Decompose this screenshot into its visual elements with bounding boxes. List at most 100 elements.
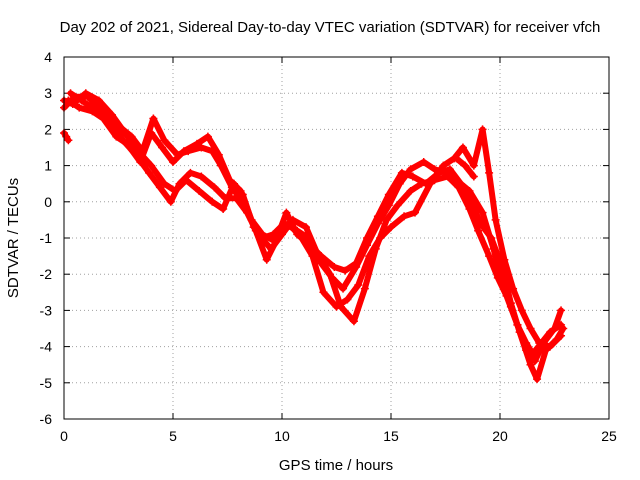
data-point-marker bbox=[517, 306, 526, 315]
y-tick-label: 0 bbox=[44, 194, 52, 210]
data-point-marker bbox=[559, 324, 568, 333]
y-tick-label: -5 bbox=[40, 375, 53, 391]
y-tick-label: -1 bbox=[40, 230, 53, 246]
data-point-marker bbox=[419, 157, 428, 166]
data-point-marker bbox=[557, 331, 566, 340]
data-point-marker bbox=[197, 172, 206, 181]
data-point-marker bbox=[557, 306, 566, 315]
data-point-marker bbox=[491, 215, 500, 224]
data-point-marker bbox=[169, 157, 177, 166]
data-point-marker bbox=[330, 262, 339, 271]
data-point-marker bbox=[387, 223, 395, 232]
x-tick-label: 10 bbox=[274, 428, 290, 444]
data-point-marker bbox=[127, 132, 136, 141]
data-point-marker bbox=[208, 147, 217, 156]
data-point-marker bbox=[526, 360, 535, 369]
data-point-marker bbox=[485, 252, 494, 261]
data-point-marker bbox=[64, 96, 73, 105]
data-point-marker bbox=[216, 161, 225, 170]
data-point-marker bbox=[500, 255, 509, 264]
data-point-marker bbox=[166, 197, 175, 206]
data-point-marker bbox=[478, 208, 487, 217]
y-tick-label: -3 bbox=[40, 302, 53, 318]
series-fragment-b bbox=[452, 154, 478, 181]
data-point-marker bbox=[439, 161, 448, 170]
data-series bbox=[60, 89, 568, 384]
data-point-marker bbox=[227, 183, 236, 192]
data-point-marker bbox=[533, 375, 542, 384]
data-point-marker bbox=[443, 172, 452, 181]
y-axis-title: SDTVAR / TECUs bbox=[5, 178, 22, 298]
data-point-marker bbox=[186, 168, 195, 177]
data-point-marker bbox=[75, 103, 84, 112]
x-tick-label: 0 bbox=[60, 428, 68, 444]
data-point-marker bbox=[452, 154, 461, 163]
data-point-marker bbox=[219, 205, 228, 214]
x-tick-label: 15 bbox=[383, 428, 399, 444]
data-point-marker bbox=[343, 295, 352, 304]
data-point-marker bbox=[319, 288, 328, 297]
data-point-marker bbox=[173, 150, 182, 159]
data-point-marker bbox=[397, 168, 406, 177]
data-point-marker bbox=[341, 266, 350, 275]
data-point-marker bbox=[546, 342, 555, 351]
data-point-marker bbox=[317, 252, 326, 261]
data-point-marker bbox=[352, 259, 361, 268]
y-tick-label: -2 bbox=[40, 266, 53, 282]
data-point-marker bbox=[94, 96, 103, 105]
data-point-marker bbox=[147, 161, 156, 170]
data-point-marker bbox=[365, 252, 374, 261]
data-point-marker bbox=[493, 273, 502, 282]
data-point-marker bbox=[197, 143, 206, 152]
plot-frame bbox=[63, 56, 610, 420]
x-tick-label: 5 bbox=[169, 428, 177, 444]
data-point-marker bbox=[445, 165, 454, 174]
data-point-marker bbox=[406, 186, 415, 195]
x-axis-tick-labels: 0 5 10 15 20 25 bbox=[60, 428, 617, 444]
data-point-marker bbox=[145, 168, 154, 177]
data-point-marker bbox=[408, 172, 417, 181]
x-tick-label: 25 bbox=[601, 428, 617, 444]
data-point-marker bbox=[349, 317, 358, 326]
data-point-marker bbox=[301, 223, 310, 232]
data-point-marker bbox=[478, 125, 487, 134]
data-point-marker bbox=[308, 252, 317, 261]
data-point-marker bbox=[262, 255, 271, 264]
x-axis-title: GPS time / hours bbox=[279, 457, 393, 474]
data-point-marker bbox=[515, 328, 524, 337]
data-point-marker bbox=[339, 284, 348, 293]
data-point-marker bbox=[469, 161, 478, 170]
data-point-marker bbox=[376, 234, 385, 242]
data-point-marker bbox=[123, 139, 132, 148]
data-point-marker bbox=[282, 208, 291, 217]
data-point-marker bbox=[195, 186, 204, 195]
data-point-marker bbox=[393, 201, 402, 210]
y-tick-label: 3 bbox=[44, 85, 52, 101]
y-tick-label: -4 bbox=[40, 339, 53, 355]
data-point-marker bbox=[155, 183, 164, 192]
data-point-marker bbox=[221, 194, 230, 203]
data-point-marker bbox=[240, 201, 249, 210]
data-point-marker bbox=[400, 212, 409, 221]
data-point-marker bbox=[474, 226, 483, 235]
data-point-marker bbox=[382, 215, 391, 224]
data-point-marker bbox=[297, 234, 306, 242]
y-tick-label: 2 bbox=[44, 121, 52, 137]
chart-title: Day 202 of 2021, Sidereal Day-to-day VTE… bbox=[60, 19, 601, 36]
data-point-marker bbox=[526, 324, 535, 333]
data-point-marker bbox=[210, 183, 219, 192]
data-point-marker bbox=[284, 219, 293, 228]
data-point-marker bbox=[410, 208, 419, 217]
data-point-marker bbox=[384, 190, 393, 199]
data-point-marker bbox=[476, 219, 485, 228]
data-point-marker bbox=[208, 197, 217, 206]
data-point-marker bbox=[138, 147, 147, 156]
data-point-marker bbox=[114, 121, 123, 130]
data-point-marker bbox=[66, 89, 75, 98]
data-point-marker bbox=[354, 281, 363, 290]
data-point-marker bbox=[184, 147, 193, 156]
data-point-marker bbox=[64, 136, 73, 145]
data-point-marker bbox=[363, 234, 372, 242]
